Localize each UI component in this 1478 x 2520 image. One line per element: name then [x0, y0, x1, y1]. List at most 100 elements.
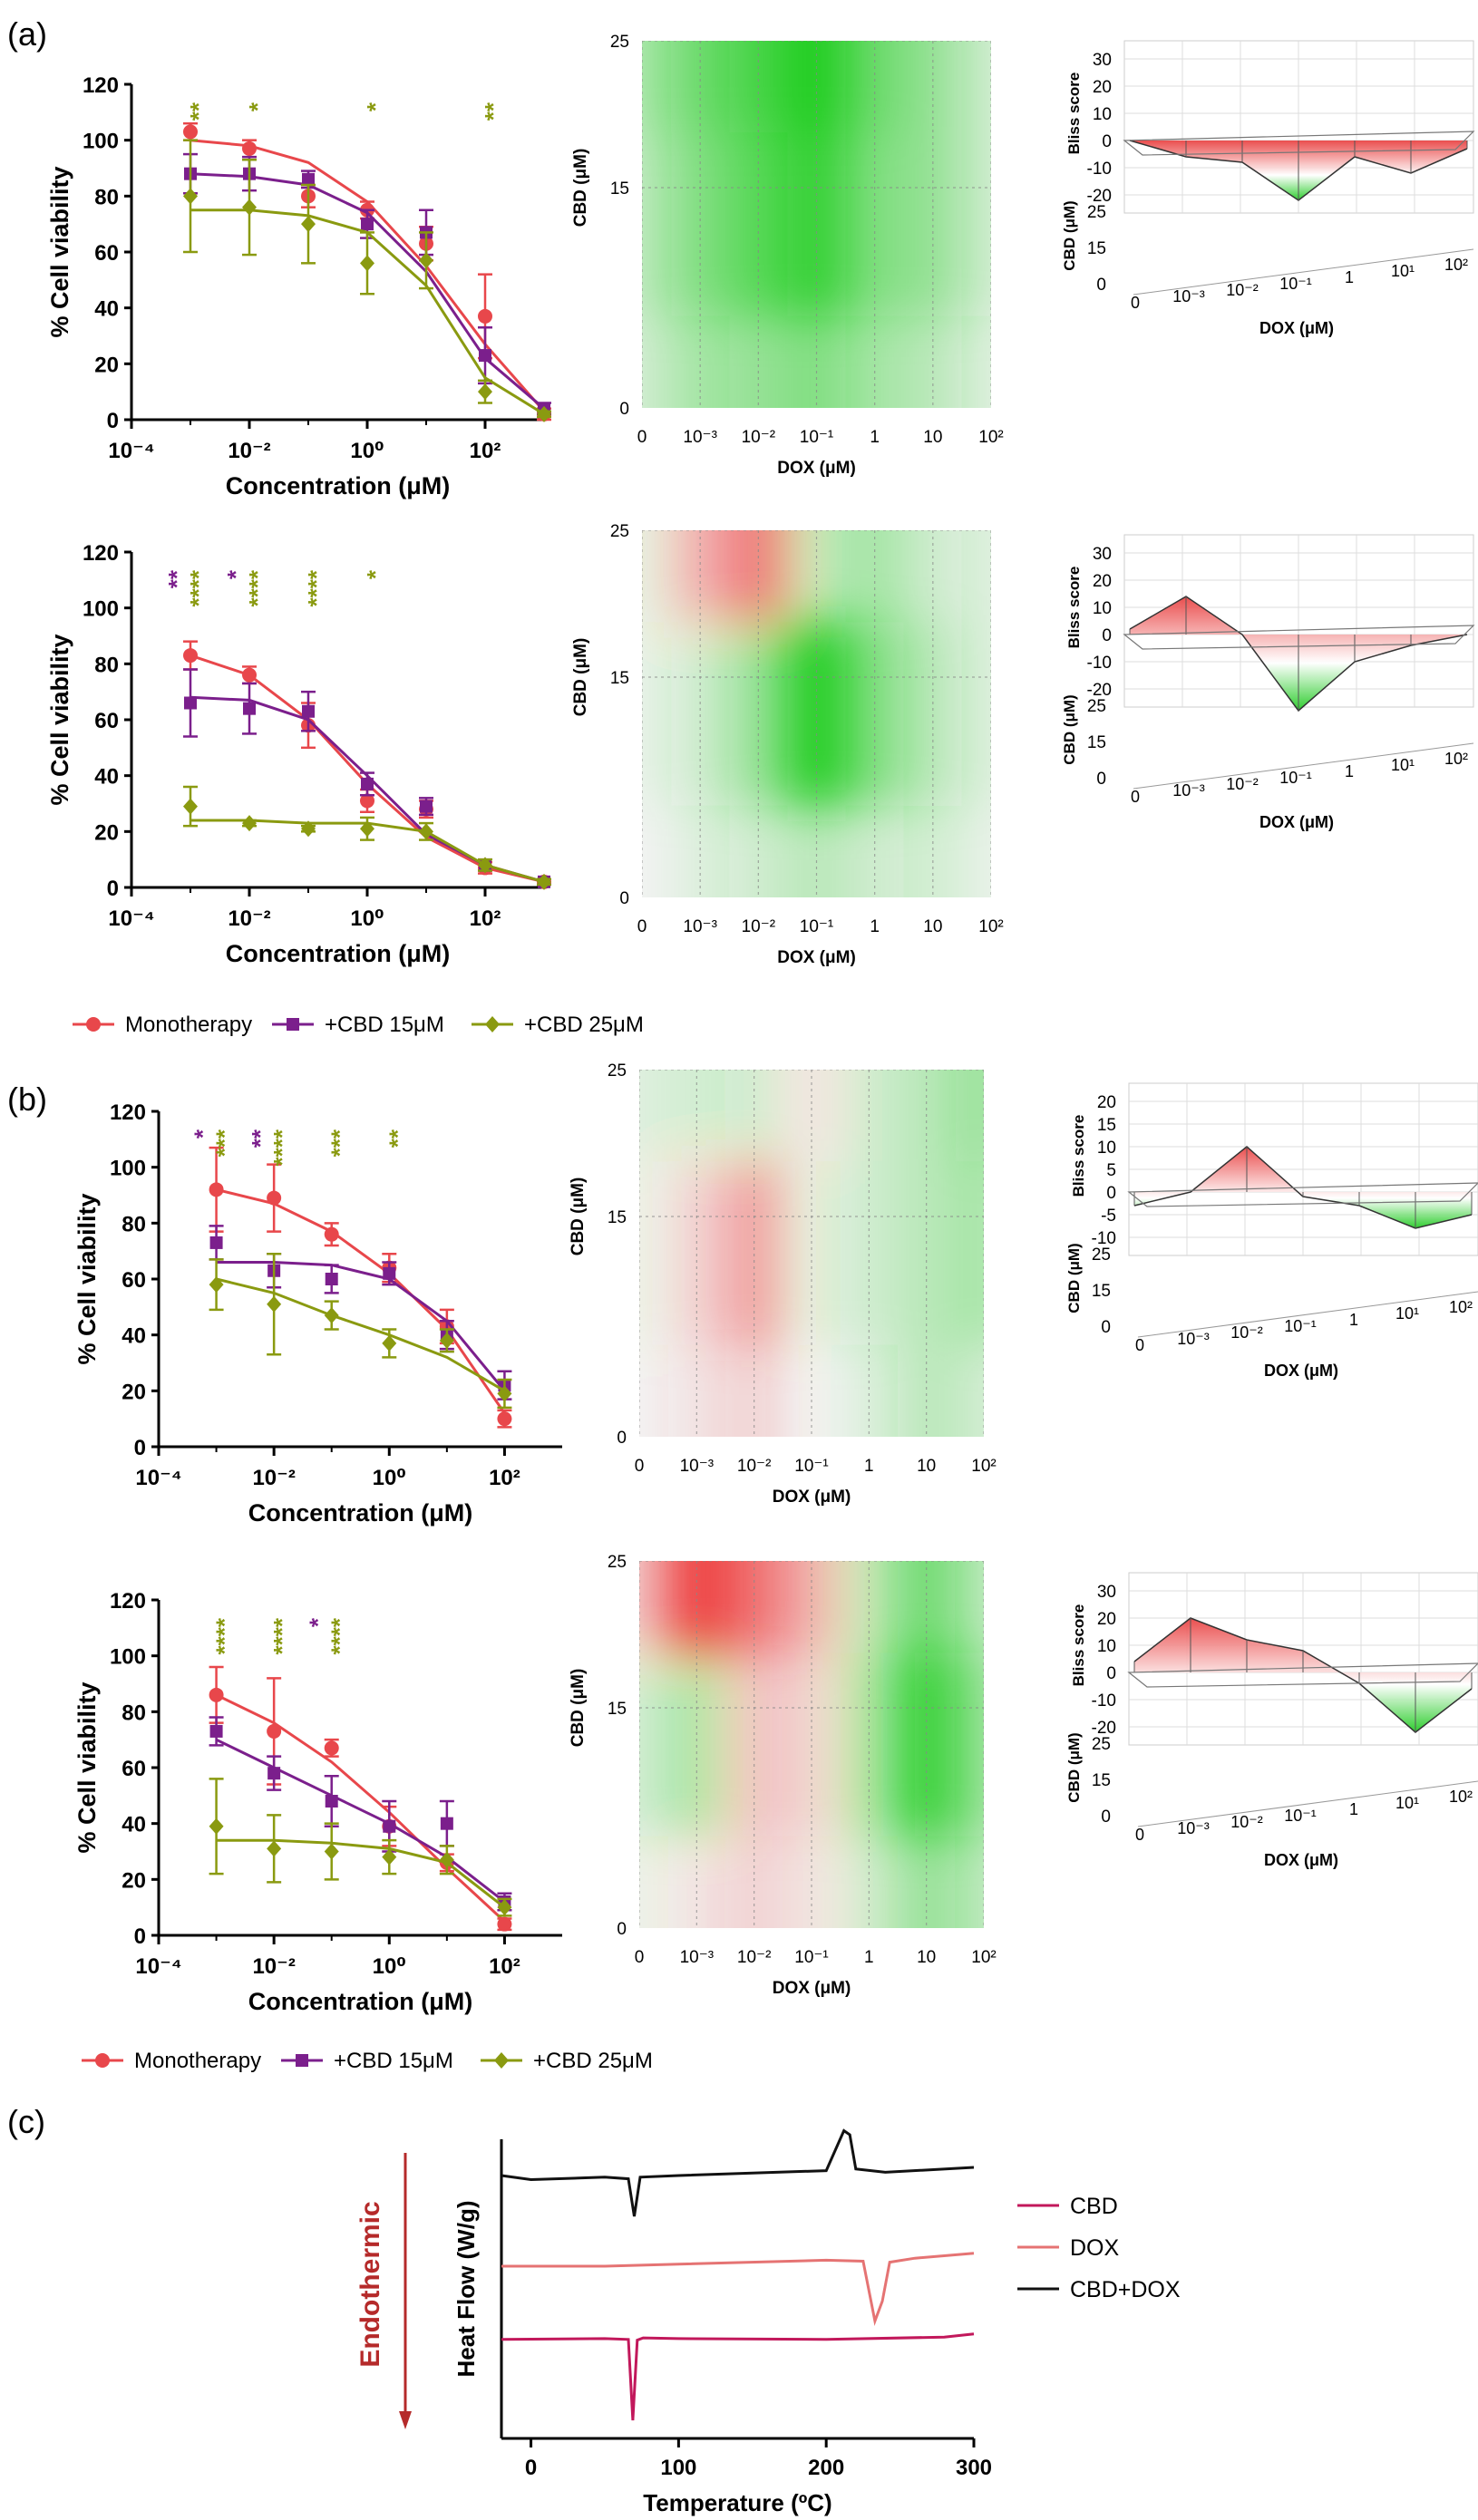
heatmap-plot — [642, 530, 991, 897]
legend-label: +CBD 15μM — [334, 2049, 453, 2073]
x-tick-label: 1 — [864, 1457, 874, 1476]
legend-marker — [86, 1017, 101, 1032]
x-tick-label: 10⁻² — [252, 1466, 295, 1490]
fit-curve-1 — [216, 1261, 506, 1392]
significance-stars: *** — [211, 1129, 238, 1157]
y-tick-label: 120 — [83, 73, 119, 98]
dox-tick-label: 10¹ — [1395, 1304, 1419, 1323]
zero-plane — [1127, 1182, 1478, 1207]
heatmap-cell — [961, 315, 991, 408]
heatmap-cell — [642, 530, 672, 623]
cbd-tick-label: 25 — [1092, 1245, 1111, 1265]
dox-tick-label: 10⁻² — [1226, 281, 1259, 299]
z-tick-label: 0 — [1106, 1664, 1116, 1683]
data-point — [183, 798, 198, 815]
viability-chart-b1: 0 20 40 60 80 100 120 10⁻⁴ 10⁻² 10⁰ 10² Concentrati… — [73, 1100, 562, 1527]
dox-tick-label: 1 — [1349, 1800, 1358, 1818]
cbd-axis-title: CBD (μM) — [1065, 1732, 1083, 1802]
cbd-tick-label: 25 — [1092, 1735, 1111, 1754]
data-point — [419, 252, 433, 269]
panel-label-a: (a) — [7, 15, 47, 53]
x-tick-label: 10⁻² — [742, 428, 776, 447]
dox-tick-label: 1 — [1349, 1311, 1358, 1329]
dox-tick-label: 10¹ — [1391, 756, 1415, 774]
x-tick-label: 10⁻³ — [683, 428, 717, 447]
dox-tick-label: 10⁻² — [1226, 775, 1259, 793]
heatmap-cell — [840, 1836, 898, 1928]
bliss-surface — [1134, 1147, 1472, 1228]
heatmap-cell — [845, 805, 904, 897]
dsc-curve-0 — [501, 2332, 975, 2421]
heatmap-cell — [642, 132, 672, 316]
z-tick-label: -10 — [1092, 1691, 1116, 1711]
x-tick-label: 10⁰ — [350, 439, 384, 463]
heatmap-cell — [642, 622, 672, 806]
x-tick-label: 1 — [870, 917, 880, 936]
significance-stars: **** — [268, 1129, 296, 1166]
legend-marker — [494, 2052, 509, 2069]
y-tick-label: 0 — [134, 1924, 146, 1949]
viability-chart-a2: 0 20 40 60 80 100 120 10⁻⁴ 10⁻² 10⁰ 10² Concentrati… — [46, 541, 551, 967]
bliss-surface-b1: -10 -5 0 5 10 15 20 Bliss score 25 15 0 CBD (μM) 0 10… — [1065, 1082, 1478, 1380]
dox-axis-title: DOX (μM) — [1264, 1362, 1338, 1380]
y-tick-label: 25 — [610, 33, 629, 52]
data-point — [360, 793, 374, 809]
data-point — [479, 349, 491, 363]
x-tick-label: 0 — [637, 917, 647, 936]
data-point — [439, 1332, 454, 1349]
y-axis-title: % Cell viability — [73, 1682, 101, 1853]
bliss-surface — [1134, 1618, 1472, 1732]
significance-stars: ** — [185, 102, 212, 121]
data-point — [302, 172, 315, 186]
data-point — [497, 1899, 512, 1916]
z-tick-label: -20 — [1087, 681, 1112, 700]
heatmap-cell — [639, 1561, 668, 1653]
data-point — [243, 702, 256, 715]
y-tick-label: 0 — [107, 877, 119, 901]
x-tick-label: 0 — [525, 2456, 537, 2480]
panel-label-b: (b) — [7, 1081, 47, 1118]
endo-label: Endothermic — [355, 2201, 385, 2367]
heatmap-cell — [961, 132, 991, 316]
data-point — [267, 1190, 282, 1206]
floor-axis — [1137, 1291, 1478, 1338]
y-axis-title: % Cell viability — [73, 1193, 101, 1364]
significance-stars: * — [244, 102, 271, 111]
heatmap-cell — [955, 1836, 984, 1928]
cbd-tick-label: 15 — [1092, 1282, 1111, 1301]
dox-tick-label: 10⁻³ — [1172, 287, 1205, 305]
x-tick-label: 10⁻¹ — [800, 428, 834, 447]
legend-label: CBD — [1070, 2194, 1118, 2219]
significance-stars: * — [222, 569, 249, 579]
y-tick-label: 20 — [94, 353, 119, 377]
bliss-surface-a2: -20 -10 0 10 20 30 Bliss score 25 15 0 CBD (μM) 0 10… — [1061, 534, 1475, 831]
x-tick-label: 10⁻² — [228, 439, 270, 463]
zero-plane — [1127, 1662, 1478, 1688]
data-point — [324, 1740, 339, 1756]
cbd-tick-label: 0 — [1101, 1808, 1111, 1827]
dox-tick-label: 10⁻³ — [1172, 781, 1205, 800]
heatmap-cell — [961, 805, 991, 897]
data-point — [360, 255, 374, 272]
panel-label-c: (c) — [7, 2103, 45, 2140]
y-tick-label: 0 — [619, 889, 629, 908]
data-point — [537, 873, 551, 890]
y-tick-label: 0 — [619, 400, 629, 419]
significance-stars: **** — [185, 569, 212, 606]
dox-tick-label: 10⁻² — [1230, 1323, 1263, 1342]
y-tick-label: 40 — [94, 765, 119, 790]
data-point — [478, 308, 492, 324]
x-tick-label: 10² — [971, 1457, 996, 1476]
x-tick-label: 10⁻² — [737, 1948, 772, 1967]
viability-chart-a1: 0 20 40 60 80 100 120 10⁻⁴ 10⁻² 10⁰ 10² Concentrati… — [46, 73, 551, 499]
fit-curve-1 — [215, 1738, 506, 1904]
legend-panel-b: Monotherapy +CBD 15μM +CBD 25μM — [82, 2049, 653, 2073]
x-tick-label: 10⁻³ — [680, 1948, 715, 1967]
z-tick-label: -5 — [1101, 1207, 1116, 1226]
dox-tick-label: 10¹ — [1391, 262, 1415, 280]
data-point — [183, 188, 198, 205]
x-tick-label: 10⁻⁴ — [135, 1954, 181, 1979]
y-axis-title: CBD (μM) — [569, 1669, 588, 1748]
data-point — [361, 218, 374, 231]
